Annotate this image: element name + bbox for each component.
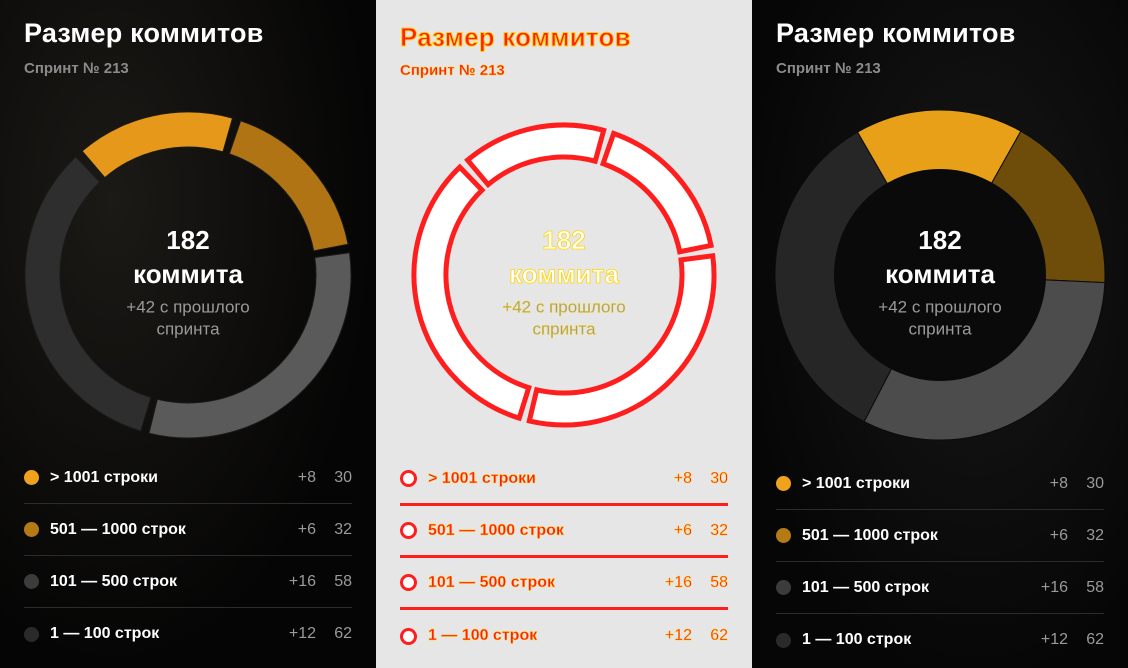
legend-row-over-1001: > 1001 строки +8 30 <box>24 452 352 504</box>
donut-center-disk <box>834 169 1046 381</box>
card-subtitle: Спринт № 213 <box>776 60 881 77</box>
legend-delta: +12 <box>1040 631 1068 648</box>
legend-row-101-500: 101 — 500 строк +16 58 <box>24 556 352 608</box>
donut-segment-1-100 <box>24 156 152 432</box>
legend-count: 32 <box>710 521 728 539</box>
card-title: Размер коммитов <box>400 22 632 53</box>
legend-dot-icon <box>400 574 417 591</box>
legend-label: 1 — 100 строк <box>50 625 160 642</box>
legend-label: 501 — 1000 строк <box>802 526 938 544</box>
commit-donut-chart: 182 коммита +42 с прошлого спринта <box>24 111 352 439</box>
legend-delta: +6 <box>673 521 693 539</box>
legend-dot-icon <box>776 476 791 491</box>
legend-count: 62 <box>1086 631 1104 648</box>
legend-label: 1 — 100 строк <box>428 627 538 644</box>
legend-row-over-1001: > 1001 строки +8 30 <box>776 458 1104 510</box>
legend-label: > 1001 строки <box>50 468 158 486</box>
legend-dot-icon <box>400 522 417 539</box>
total-commits-value: 182 <box>166 225 209 255</box>
commits-delta-line1: +42 с прошлого <box>878 297 1001 316</box>
total-commits-value: 182 <box>542 225 585 255</box>
commit-size-card-right: Размер коммитов Спринт № 213 182 коммита +… <box>752 0 1128 668</box>
donut-segment-over-1001 <box>81 111 234 179</box>
legend-delta: +6 <box>1049 526 1068 544</box>
total-commits-unit: коммита <box>885 259 995 289</box>
total-commits-value: 182 <box>918 225 961 255</box>
commits-delta-line2: спринта <box>532 319 596 338</box>
legend-label: 1 — 100 строк <box>802 631 912 648</box>
legend-count: 30 <box>710 469 728 487</box>
legend-dot-icon <box>24 574 39 589</box>
legend-count: 32 <box>334 520 352 538</box>
legend-dot-icon <box>776 528 791 543</box>
legend-delta: +16 <box>1040 578 1068 596</box>
commit-size-card-diff: Размер коммитов Спринт № 213 182 коммита +… <box>376 0 752 668</box>
legend-row-501-1000: 501 — 1000 строк +6 32 <box>24 504 352 556</box>
legend-row-101-500: 101 — 500 строк +16 58 <box>400 558 728 610</box>
donut-segment-101-500 <box>148 252 352 439</box>
commit-donut-chart: 182 коммита +42 с прошлого спринта <box>774 109 1106 441</box>
donut-segment-501-1000 <box>599 130 715 255</box>
commits-delta-line1: +42 с прошлого <box>126 297 249 316</box>
legend-dot-icon <box>776 580 791 595</box>
legend-dot-icon <box>400 470 417 487</box>
legend-delta: +16 <box>288 572 316 590</box>
legend-dot-icon <box>24 522 39 537</box>
legend-count: 62 <box>334 625 352 642</box>
legend-dot-icon <box>776 632 791 648</box>
legend-row-501-1000: 501 — 1000 строк +6 32 <box>776 510 1104 562</box>
commits-delta-line2: спринта <box>908 319 972 338</box>
commits-delta-line2: спринта <box>156 319 220 338</box>
legend-delta: +8 <box>673 469 693 487</box>
card-subtitle: Спринт № 213 <box>400 62 505 79</box>
donut-segment-over-1001 <box>464 122 607 189</box>
card-subtitle: Спринт № 213 <box>24 60 129 77</box>
legend-count: 58 <box>334 572 352 590</box>
legend-label: 501 — 1000 строк <box>428 521 564 539</box>
legend-list: > 1001 строки +8 30 501 — 1000 строк +6 32 101… <box>776 458 1104 666</box>
legend-count: 30 <box>1086 474 1104 492</box>
commit-size-card-left: Размер коммитов Спринт № 213 182 коммита +… <box>0 0 376 668</box>
legend-count: 30 <box>334 468 352 486</box>
legend-row-1-100: 1 — 100 строк +12 62 <box>24 608 352 660</box>
legend-count: 62 <box>710 627 728 644</box>
legend-dot-icon <box>24 626 39 642</box>
legend-delta: +16 <box>664 573 693 591</box>
legend-label: 101 — 500 строк <box>802 578 930 596</box>
legend-delta: +8 <box>297 468 316 486</box>
legend-row-1-100: 1 — 100 строк +12 62 <box>776 614 1104 666</box>
donut-segment-1-100 <box>411 163 532 422</box>
card-title: Размер коммитов <box>24 18 264 48</box>
legend-label: > 1001 строки <box>802 474 910 492</box>
donut-segment-501-1000 <box>228 120 349 252</box>
legend-count: 32 <box>1086 526 1104 544</box>
legend-row-501-1000: 501 — 1000 строк +6 32 <box>400 506 728 558</box>
legend-delta: +6 <box>297 520 316 538</box>
legend-label: > 1001 строки <box>428 469 536 487</box>
commits-delta-line1: +42 с прошлого <box>502 297 625 316</box>
commit-donut-chart: 182 коммита +42 с прошлого спринта <box>411 122 717 428</box>
legend-label: 101 — 500 строк <box>50 572 178 590</box>
legend-label: 101 — 500 строк <box>428 573 556 591</box>
legend-dot-icon <box>400 627 417 645</box>
donut-segment-101-500 <box>526 252 717 428</box>
legend-count: 58 <box>710 573 728 591</box>
total-commits-unit: коммита <box>133 259 243 289</box>
legend-delta: +12 <box>288 625 316 642</box>
legend-delta: +12 <box>664 627 693 644</box>
legend-list: > 1001 строки +8 30 501 — 1000 строк +6 32 101… <box>24 452 352 660</box>
card-title: Размер коммитов <box>776 18 1016 48</box>
legend-delta: +8 <box>1049 474 1068 492</box>
legend-count: 58 <box>1086 578 1104 596</box>
legend-row-1-100: 1 — 100 строк +12 62 <box>400 610 728 662</box>
legend-row-over-1001: > 1001 строки +8 30 <box>400 454 728 506</box>
legend-dot-icon <box>24 470 39 485</box>
legend-list: > 1001 строки +8 30 501 — 1000 строк +6 32 101… <box>400 454 728 662</box>
legend-label: 501 — 1000 строк <box>50 520 186 538</box>
total-commits-unit: коммита <box>509 259 619 289</box>
legend-row-101-500: 101 — 500 строк +16 58 <box>776 562 1104 614</box>
